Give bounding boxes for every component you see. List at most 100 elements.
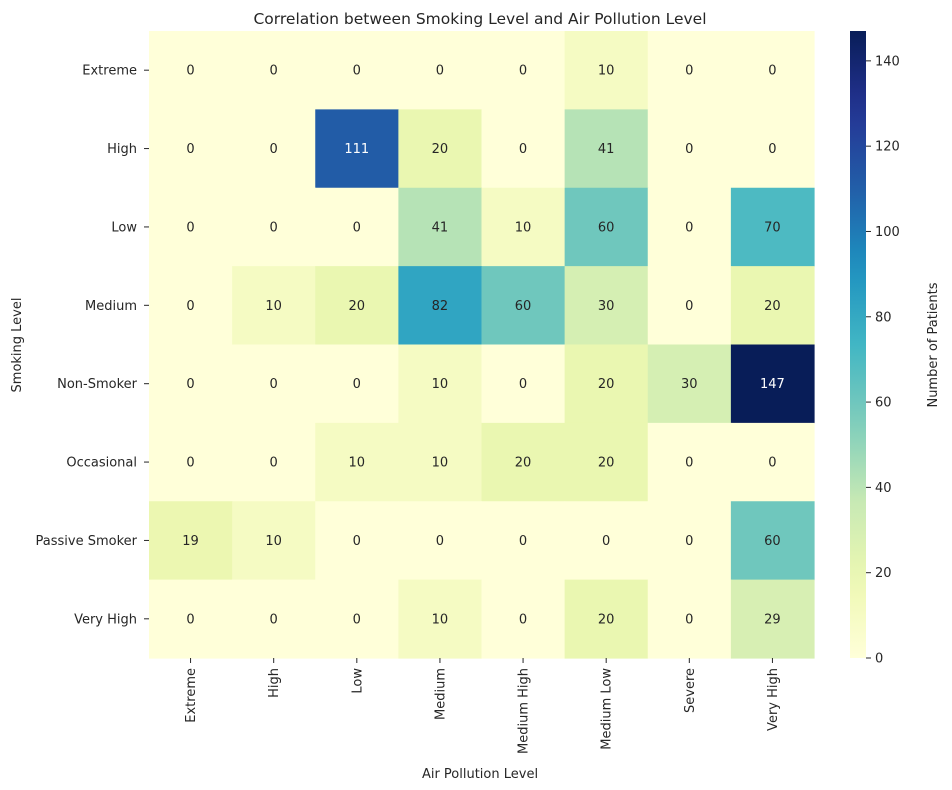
cell-value-label: 0 [270,64,278,79]
y-axis-ticks: Extreme High Low Medium Non-Smoker Occasional… [36,64,149,627]
heatmap-cell [149,579,233,659]
cell-value-label: 10 [349,456,366,471]
heatmap-cell [647,422,732,502]
heatmap-cell [315,31,399,110]
cell-value-label: 0 [270,142,278,157]
heatmap-cell [481,31,566,110]
cell-value-label: 0 [353,220,361,235]
heatmap-cell [564,422,649,502]
cell-value-label: 60 [515,299,532,314]
x-tick-label: Medium High [517,668,532,754]
heatmap-cell [315,109,399,189]
cell-value-label: 0 [436,534,444,549]
y-tick-label: Very High [74,612,137,627]
cell-value-label: 0 [685,64,693,79]
cell-value-label: 0 [768,456,776,471]
cell-value-label: 0 [685,142,693,157]
cell-value-label: 111 [344,142,369,157]
cell-value-label: 0 [685,299,693,314]
heatmap-cell [481,266,566,346]
y-tick-label: High [107,142,137,157]
heatmap-cell [730,501,815,581]
cell-value-label: 30 [598,299,615,314]
heatmap-cell [564,344,649,424]
heatmap-cell [398,344,483,424]
heatmap-cell [232,31,316,110]
cell-value-label: 0 [186,220,194,235]
x-axis-ticks: Extreme High Low Medium Medium High Medium Lo… [184,658,781,754]
cell-value-label: 10 [432,377,449,392]
colorbar [850,31,866,658]
cell-value-label: 20 [349,299,366,314]
heatmap-cell [647,579,732,659]
x-tick-label: Medium Low [600,668,615,750]
heatmap-cell [232,266,316,346]
cell-value-label: 0 [519,534,527,549]
heatmap-cell [149,422,233,502]
y-tick-label: Passive Smoker [36,534,138,549]
cell-value-label: 10 [265,534,282,549]
heatmap-cell [730,266,815,346]
heatmap-cell [398,31,483,110]
heatmap-cell [647,344,732,424]
cell-value-label: 20 [598,377,615,392]
heatmap-cell [730,109,815,189]
cell-value-label: 0 [270,456,278,471]
heatmap-cell [149,501,233,581]
heatmap-cell [315,344,399,424]
colorbar-tick-label: 100 [875,225,900,240]
heatmap-cell [481,344,566,424]
heatmap-cell [232,422,316,502]
cell-value-label: 0 [519,377,527,392]
y-tick-label: Extreme [82,64,137,79]
heatmap-cell [564,187,649,267]
heatmap-cell [730,579,815,659]
heatmap-cell [315,422,399,502]
cell-value-label: 20 [515,456,532,471]
cell-value-label: 0 [186,612,194,627]
heatmap-cell [647,266,732,346]
cell-value-label: 0 [270,377,278,392]
cell-value-label: 0 [353,64,361,79]
cell-value-label: 0 [186,142,194,157]
heatmap-cell [730,187,815,267]
colorbar-tick-label: 40 [875,481,892,496]
heatmap-cell [647,31,732,110]
heatmap-cell [149,31,233,110]
colorbar-tick-label: 120 [875,140,900,155]
cell-value-label: 0 [186,64,194,79]
heatmap-cell [149,187,233,267]
heatmap-cell [315,501,399,581]
heatmap-cell [398,501,483,581]
heatmap-cell [398,579,483,659]
cell-value-label: 0 [519,612,527,627]
cell-value-label: 0 [685,456,693,471]
colorbar-ticks: 0 20 40 60 80 100 120 140 [866,54,900,667]
cell-value-label: 29 [764,612,781,627]
x-tick-label: High [267,668,282,698]
heatmap-cell [564,501,649,581]
cell-value-label: 10 [515,220,532,235]
cell-value-label: 10 [432,456,449,471]
cell-value-label: 0 [270,612,278,627]
cell-value-label: 60 [598,220,615,235]
heatmap-cell [398,266,483,346]
x-tick-label: Medium [433,668,448,720]
cell-value-label: 0 [519,142,527,157]
chart-title: Correlation between Smoking Level and Ai… [253,10,706,28]
cell-value-label: 82 [432,299,449,314]
cell-value-label: 10 [265,299,282,314]
cell-value-label: 0 [685,612,693,627]
heatmap-cell [149,266,233,346]
x-tick-label: Low [350,668,365,694]
heatmap-cell [315,187,399,267]
y-tick-label: Non-Smoker [57,377,138,392]
cell-value-label: 0 [270,220,278,235]
cell-value-label: 0 [768,142,776,157]
cell-value-label: 20 [598,612,615,627]
heatmap-cell [149,344,233,424]
cell-value-label: 0 [353,612,361,627]
heatmap-cell [315,266,399,346]
cell-value-label: 0 [186,299,194,314]
